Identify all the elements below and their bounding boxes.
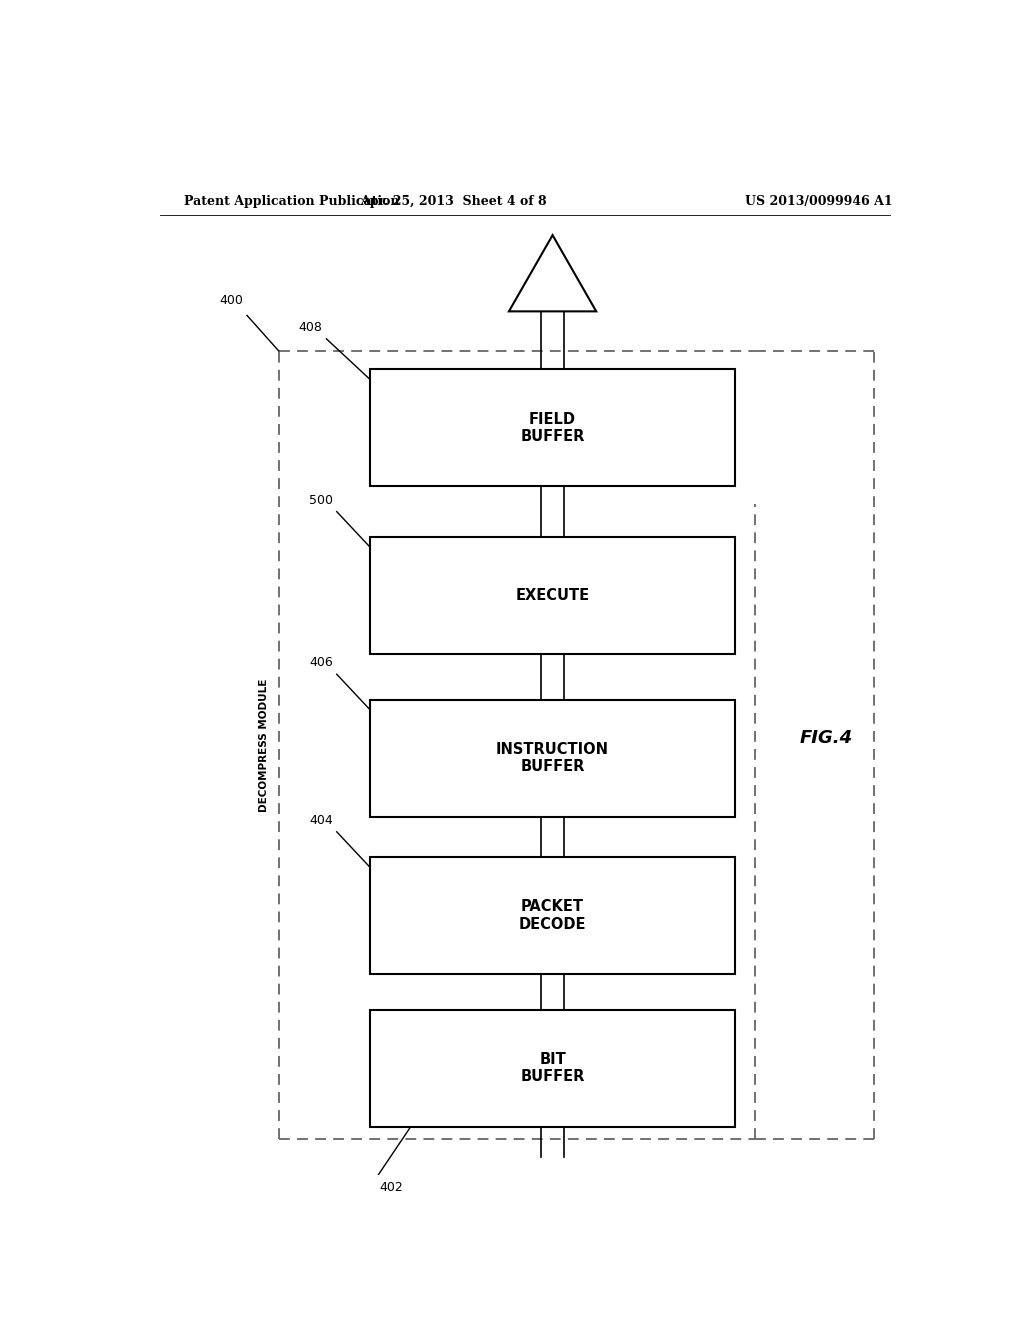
Text: Patent Application Publication: Patent Application Publication	[183, 194, 399, 207]
Text: 400: 400	[219, 294, 243, 308]
Text: 500: 500	[309, 494, 333, 507]
Text: 408: 408	[299, 321, 323, 334]
Text: BIT
BUFFER: BIT BUFFER	[520, 1052, 585, 1084]
Text: PACKET
DECODE: PACKET DECODE	[519, 899, 587, 932]
Text: FIG.4: FIG.4	[800, 729, 853, 747]
Text: DECOMPRESS MODULE: DECOMPRESS MODULE	[259, 678, 269, 812]
Text: Apr. 25, 2013  Sheet 4 of 8: Apr. 25, 2013 Sheet 4 of 8	[360, 194, 547, 207]
Text: INSTRUCTION
BUFFER: INSTRUCTION BUFFER	[496, 742, 609, 775]
Bar	[370, 370, 735, 486]
Text: EXECUTE: EXECUTE	[515, 587, 590, 603]
Bar	[370, 1010, 735, 1126]
Text: 404: 404	[309, 813, 333, 826]
Text: FIELD
BUFFER: FIELD BUFFER	[520, 412, 585, 444]
Polygon shape	[509, 235, 596, 312]
Bar	[370, 700, 735, 817]
Text: 402: 402	[380, 1181, 403, 1195]
Text: 406: 406	[309, 656, 333, 669]
Bar	[370, 537, 735, 653]
Bar	[370, 857, 735, 974]
Text: US 2013/0099946 A1: US 2013/0099946 A1	[744, 194, 892, 207]
